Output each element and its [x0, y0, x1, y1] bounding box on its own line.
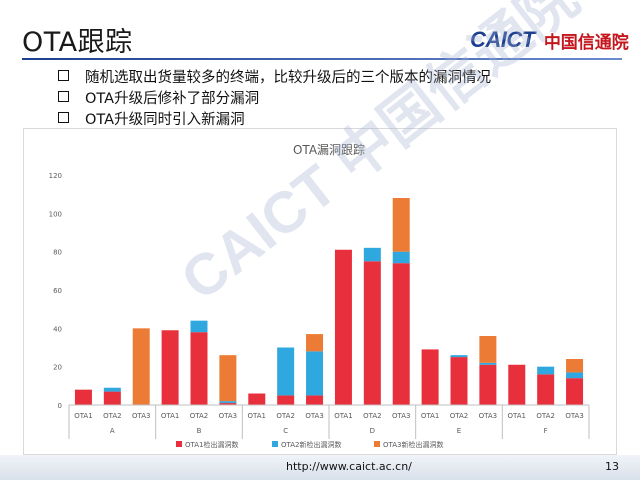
group-label: E [457, 427, 461, 435]
bullet-text: OTA升级同时引入新漏洞 [85, 112, 245, 128]
bar-b-ota3-series3 [219, 355, 237, 402]
legend-label: OTA3新检出漏洞数 [383, 440, 443, 449]
bar-d-ota3-series2 [392, 251, 410, 264]
bar-e-ota3-series2 [479, 362, 497, 365]
x-tick-label: OTA1 [508, 412, 526, 420]
x-tick-label: OTA1 [74, 412, 92, 420]
caict-logo: CAICT 中国信通院 [470, 27, 629, 53]
checkbox-bullet-icon [58, 112, 69, 123]
x-tick-label: OTA2 [276, 412, 294, 420]
legend-swatch [176, 441, 182, 447]
y-tick-label: 60 [53, 287, 62, 295]
bar-c-ota2-series1 [277, 395, 295, 405]
bar-c-ota3-series1 [306, 395, 324, 405]
bullet-item: OTA升级同时引入新漏洞 [58, 108, 628, 129]
slide-header: OTA跟踪 CAICT 中国信通院 [0, 0, 640, 62]
legend-swatch [272, 441, 278, 447]
bar-f-ota3-series3 [566, 359, 584, 373]
checkbox-bullet-icon [58, 91, 69, 102]
x-tick-label: OTA2 [363, 412, 381, 420]
x-tick-label: OTA2 [536, 412, 554, 420]
x-tick-label: OTA2 [450, 412, 468, 420]
page-number: 13 [605, 460, 619, 473]
legend-swatch [374, 441, 380, 447]
x-tick-label: OTA1 [334, 412, 352, 420]
y-tick-label: 100 [49, 210, 62, 218]
bar-d-ota3-series3 [392, 198, 410, 252]
bar-e-ota2-series1 [450, 357, 468, 405]
bar-d-ota2-series1 [363, 261, 381, 405]
x-tick-label: OTA3 [392, 412, 410, 420]
y-tick-label: 80 [53, 249, 62, 257]
bullet-text: 随机选取出货量较多的终端，比较升级后的三个版本的漏洞情况 [85, 70, 491, 86]
bar-f-ota3-series2 [566, 372, 584, 379]
logo-org-name: 中国信通院 [543, 32, 629, 53]
bar-b-ota2-series1 [190, 332, 208, 405]
x-tick-label: OTA1 [421, 412, 439, 420]
logo-mark: CAICT [470, 27, 535, 52]
bar-f-ota2-series2 [537, 366, 555, 375]
chart-title: OTA漏洞跟踪 [293, 143, 365, 157]
bar-d-ota3-series1 [392, 263, 410, 405]
bar-c-ota2-series2 [277, 347, 295, 396]
y-tick-label: 120 [49, 172, 62, 180]
bar-e-ota3-series3 [479, 336, 497, 363]
ota-vulnerability-chart: OTA漏洞跟踪 0 20 40 60 80 100 120 OTA1 OTA2 OTA3 A OTA1 O… [49, 143, 590, 449]
bar-f-ota3-series1 [566, 378, 584, 405]
x-tick-label: OTA3 [132, 412, 150, 420]
slide-title: OTA跟踪 [22, 27, 133, 58]
bar-e-ota3-series1 [479, 364, 497, 405]
bar-b-ota3-series2 [219, 401, 237, 404]
bullet-list: 随机选取出货量较多的终端，比较升级后的三个版本的漏洞情况 OTA升级后修补了部分… [58, 66, 628, 129]
bar-c-ota3-series3 [306, 334, 324, 352]
bar-e-ota2-series2 [450, 355, 468, 358]
y-tick-label: 0 [58, 402, 62, 410]
footer-url: http://www.caict.ac.cn/ [286, 460, 412, 473]
bar-c-ota3-series2 [306, 351, 324, 396]
bar-a-ota3-series3 [132, 328, 150, 405]
bar-b-ota1-series1 [161, 330, 179, 405]
x-tick-label: OTA1 [248, 412, 266, 420]
x-tick-label: OTA3 [305, 412, 323, 420]
bar-f-ota2-series1 [537, 374, 555, 405]
legend-label: OTA1检出漏洞数 [185, 440, 238, 449]
bullet-item: 随机选取出货量较多的终端，比较升级后的三个版本的漏洞情况 [58, 66, 628, 87]
footer-bar: http://www.caict.ac.cn/ 13 [0, 455, 640, 480]
group-label: A [110, 427, 115, 435]
x-tick-label: OTA3 [219, 412, 237, 420]
group-label: C [283, 427, 288, 435]
legend-label: OTA2新检出漏洞数 [281, 440, 341, 449]
bar-a-ota2-series2 [103, 387, 121, 392]
y-tick-label: 40 [53, 325, 62, 333]
header-divider [22, 58, 622, 60]
bullet-text: OTA升级后修补了部分漏洞 [85, 91, 260, 107]
group-label: B [197, 427, 202, 435]
checkbox-bullet-icon [58, 70, 69, 81]
bar-a-ota1-series1 [74, 389, 92, 405]
bullet-item: OTA升级后修补了部分漏洞 [58, 87, 628, 108]
bar-d-ota2-series2 [363, 247, 381, 262]
bar-c-ota1-series1 [248, 393, 266, 405]
bar-e-ota1-series1 [421, 349, 439, 405]
x-tick-label: OTA2 [103, 412, 121, 420]
bar-f-ota1-series1 [508, 364, 526, 405]
bar-a-ota2-series1 [103, 391, 121, 405]
chart-frame: OTA漏洞跟踪 0 20 40 60 80 100 120 OTA1 OTA2 OTA3 A OTA1 O… [23, 128, 617, 455]
bar-b-ota3-series1 [219, 403, 237, 405]
bar-b-ota2-series2 [190, 320, 208, 333]
x-tick-label: OTA2 [190, 412, 208, 420]
x-tick-label: OTA3 [479, 412, 497, 420]
x-tick-label: OTA3 [565, 412, 583, 420]
y-tick-label: 20 [53, 364, 62, 372]
bar-d-ota1-series1 [334, 249, 352, 405]
group-label: F [544, 427, 548, 435]
group-label: D [370, 427, 375, 435]
x-tick-label: OTA1 [161, 412, 179, 420]
